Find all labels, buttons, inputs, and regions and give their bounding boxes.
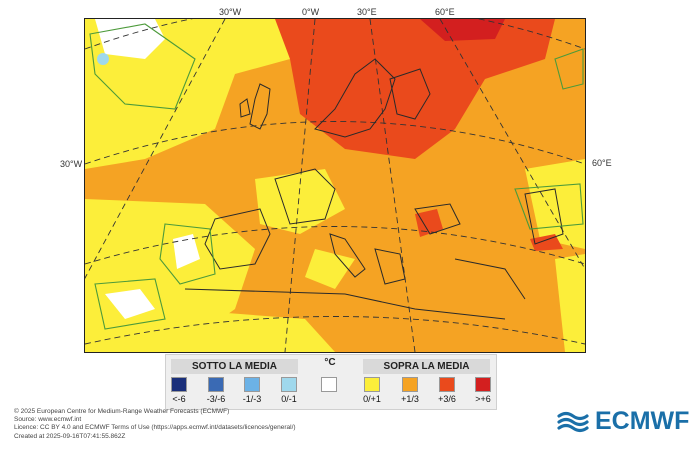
- legend-label-lt-6: <-6: [172, 394, 186, 404]
- legend-label-plus0-1: 0/+1: [363, 394, 381, 404]
- legend-swatch-neutral: [321, 377, 337, 392]
- coast-france: [274, 168, 336, 225]
- legend-above-title: SOPRA LA MEDIA: [363, 359, 490, 374]
- coast-caspian: [524, 188, 564, 245]
- ecmwf-logo-text: ECMWF: [595, 406, 690, 435]
- legend-swatch-minus0-1: [281, 377, 297, 392]
- meridian-60e: [439, 19, 585, 270]
- legend-label-minus1-3: -1/-3: [242, 394, 262, 404]
- legend-swatch-plus0-1: [364, 377, 380, 392]
- extreme-zone-northeast: [420, 19, 505, 41]
- contour-west-med: [94, 278, 166, 330]
- coast-middle-east: [454, 258, 526, 300]
- credits-created: Created at 2025-09-16T07:41:55.862Z: [14, 432, 126, 440]
- legend-label-minus3-6: -3/-6: [206, 394, 226, 404]
- legend-below-title: SOTTO LA MEDIA: [171, 359, 298, 374]
- credits-copyright: © 2025 European Centre for Medium-Range …: [14, 408, 230, 415]
- contour-iberia: [159, 223, 216, 285]
- coast-finland: [389, 68, 431, 120]
- lon-label-60e-top: 60°E: [435, 7, 455, 17]
- legend-swatch-plus3-6: [439, 377, 455, 392]
- lon-label-60e-right: 60°E: [592, 158, 612, 168]
- lon-label-30w-top: 30°W: [219, 7, 242, 17]
- legend-swatch-plus1-3: [402, 377, 418, 392]
- ecmwf-logo: ECMWF: [557, 406, 689, 436]
- parallel-45n: [85, 226, 585, 265]
- coast-north-africa: [184, 288, 506, 320]
- legend-swatch-gt-6: [475, 377, 491, 392]
- legend-unit: °C: [324, 357, 336, 368]
- credits-licence: Licence: CC BY 4.0 and ECMWF Terms of Us…: [14, 424, 296, 432]
- coast-scandinavia: [314, 58, 396, 138]
- temperature-anomaly-map: [84, 18, 586, 353]
- parallel-70n: [85, 19, 585, 50]
- legend-swatch-lt-6: [171, 377, 187, 392]
- legend-label-plus1-3: +1/3: [401, 394, 419, 404]
- legend: SOTTO LA MEDIA °C SOPRA LA MEDIA <-6 -3/…: [165, 354, 497, 410]
- map-canvas: [85, 19, 585, 352]
- neutral-zone-mediterranean: [105, 289, 155, 319]
- meridian-30w: [85, 19, 226, 279]
- meridian-0: [284, 19, 316, 352]
- contour-northeast: [554, 48, 584, 90]
- red-zone-scandinavia: [275, 19, 555, 159]
- legend-label-plus3-6: +3/6: [438, 394, 456, 404]
- significance-contours: [89, 23, 584, 330]
- yellow-zone-center: [305, 249, 355, 289]
- parallel-60n: [85, 121, 585, 165]
- credits-source: Source: www.ecmwf.int: [14, 416, 82, 424]
- coast-iberia: [204, 208, 271, 270]
- lon-label-0w-top: 0°W: [302, 7, 320, 17]
- parallel-30n: [85, 316, 585, 345]
- yellow-zone-east: [525, 159, 585, 249]
- legend-swatch-minus1-3: [244, 377, 260, 392]
- red-zone-caspian: [530, 234, 563, 251]
- lon-label-30e-top: 30°E: [357, 7, 377, 17]
- lon-label-30w-left: 30°W: [60, 159, 83, 169]
- coast-british-isles: [249, 83, 271, 130]
- legend-label-gt-6: >+6: [475, 394, 491, 404]
- contour-northwest: [89, 23, 196, 110]
- yellow-zone-far-east: [555, 254, 585, 352]
- cold-spot-northwest: [97, 53, 109, 65]
- legend-swatch-minus3-6: [208, 377, 224, 392]
- contour-caspian: [514, 183, 584, 230]
- legend-label-minus0-1: 0/-1: [281, 394, 297, 404]
- coastlines: [184, 58, 564, 320]
- ecmwf-logo-mark-icon: [557, 411, 589, 433]
- red-zone-black-sea: [415, 209, 443, 237]
- coast-black-sea: [414, 203, 461, 235]
- coast-italy: [329, 233, 366, 278]
- meridian-30e: [369, 19, 416, 352]
- neutral-zone-iberia: [173, 234, 200, 269]
- coast-ireland: [239, 98, 251, 118]
- credits: © 2025 European Centre for Medium-Range …: [14, 408, 296, 441]
- graticule-lines: [85, 19, 585, 352]
- coast-balkans: [374, 248, 406, 285]
